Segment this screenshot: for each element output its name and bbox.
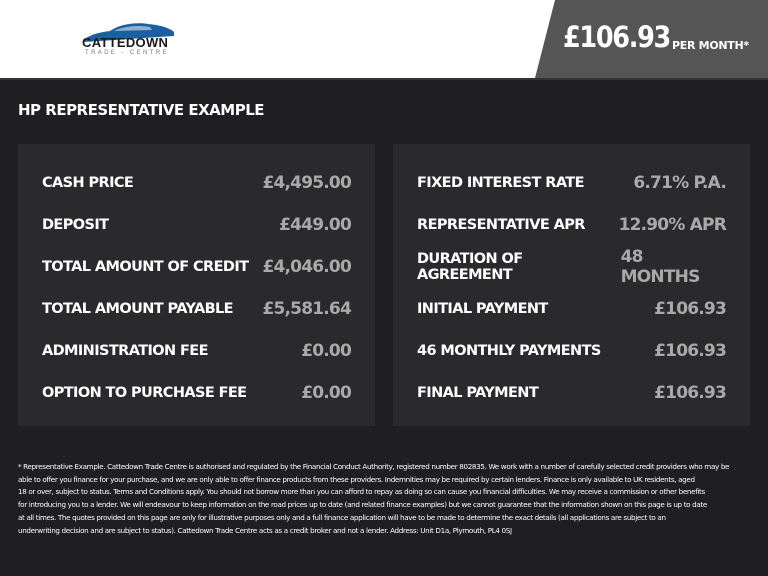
finance-row: DURATION OF AGREEMENT 48 MONTHS bbox=[417, 247, 726, 287]
finance-label: TOTAL AMOUNT PAYABLE bbox=[42, 301, 234, 317]
finance-label: CASH PRICE bbox=[42, 175, 134, 191]
finance-label: TOTAL AMOUNT OF CREDIT bbox=[42, 259, 249, 275]
finance-label: 46 MONTHLY PAYMENTS bbox=[417, 343, 601, 359]
per-month-label: PER MONTH* bbox=[672, 39, 749, 52]
car-logo-icon bbox=[84, 23, 174, 42]
finance-row: TOTAL AMOUNT PAYABLE £5,581.64 bbox=[42, 299, 352, 319]
disclaimer-line: underwriting decision and are subject to… bbox=[18, 525, 512, 535]
finance-label: FIXED INTEREST RATE bbox=[417, 175, 585, 191]
finance-value: £4,495.00 bbox=[262, 173, 351, 193]
finance-value: 12.90% APR bbox=[618, 215, 727, 235]
disclaimer-line: at all times. The quotes provided on thi… bbox=[18, 512, 666, 522]
right-finance-panel: FIXED INTEREST RATE 6.71% P.A. REPRESENTAT… bbox=[393, 144, 750, 426]
finance-label: ADMINISTRATION FEE bbox=[42, 343, 209, 359]
disclaimer-line: 18 or over, subject to status. Terms and… bbox=[18, 487, 705, 497]
finance-value: £449.00 bbox=[279, 215, 352, 235]
price-block bbox=[535, 0, 768, 78]
finance-value: £0.00 bbox=[301, 341, 352, 361]
finance-value: £4,046.00 bbox=[262, 257, 351, 277]
finance-label: DURATION OF AGREEMENT bbox=[417, 251, 523, 283]
finance-label: DEPOSIT bbox=[42, 217, 109, 233]
finance-row: FIXED INTEREST RATE 6.71% P.A. bbox=[417, 173, 727, 193]
left-finance-panel: CASH PRICE £4,495.00 DEPOSIT £449.00 TOTAL A… bbox=[18, 144, 375, 426]
finance-label: INITIAL PAYMENT bbox=[417, 301, 548, 317]
finance-value: £5,581.64 bbox=[262, 299, 351, 319]
finance-row: FINAL PAYMENT £106.93 bbox=[417, 383, 727, 403]
finance-row: OPTION TO PURCHASE FEE £0.00 bbox=[42, 383, 352, 403]
finance-label: REPRESENTATIVE APR bbox=[417, 217, 585, 233]
finance-value: £106.93 bbox=[654, 299, 727, 319]
logo-name: CATTEDOWN bbox=[82, 35, 169, 50]
finance-row: INITIAL PAYMENT £106.93 bbox=[417, 299, 727, 319]
logo-subtitle: TRADE - CENTRE bbox=[85, 50, 169, 56]
finance-row: DEPOSIT £449.00 bbox=[42, 215, 352, 235]
finance-row: 46 MONTHLY PAYMENTS £106.93 bbox=[417, 341, 727, 361]
finance-value: £106.93 bbox=[654, 383, 727, 403]
finance-label: OPTION TO PURCHASE FEE bbox=[42, 385, 247, 401]
finance-value: £106.93 bbox=[654, 341, 727, 361]
disclaimer: * Representative Example. Cattedown Trad… bbox=[18, 461, 758, 537]
finance-value: 6.71% P.A. bbox=[633, 173, 726, 193]
finance-row: REPRESENTATIVE APR 12.90% APR bbox=[417, 215, 727, 235]
disclaimer-line: for introducing you to a lender. We will… bbox=[18, 500, 707, 510]
finance-row: TOTAL AMOUNT OF CREDIT £4,046.00 bbox=[42, 257, 352, 277]
finance-value: 48 MONTHS bbox=[620, 247, 701, 287]
finance-row: CASH PRICE £4,495.00 bbox=[42, 173, 352, 193]
disclaimer-line: * Representative Example. Cattedown Trad… bbox=[18, 462, 730, 471]
disclaimer-line: able to offer you finance for your purch… bbox=[18, 474, 695, 484]
finance-row: ADMINISTRATION FEE £0.00 bbox=[42, 341, 352, 361]
finance-value: £0.00 bbox=[301, 383, 352, 403]
monthly-price: £106.93 bbox=[563, 20, 671, 54]
header-divider bbox=[0, 78, 768, 80]
finance-label: FINAL PAYMENT bbox=[417, 385, 539, 401]
section-title: HP REPRESENTATIVE EXAMPLE bbox=[18, 101, 265, 119]
